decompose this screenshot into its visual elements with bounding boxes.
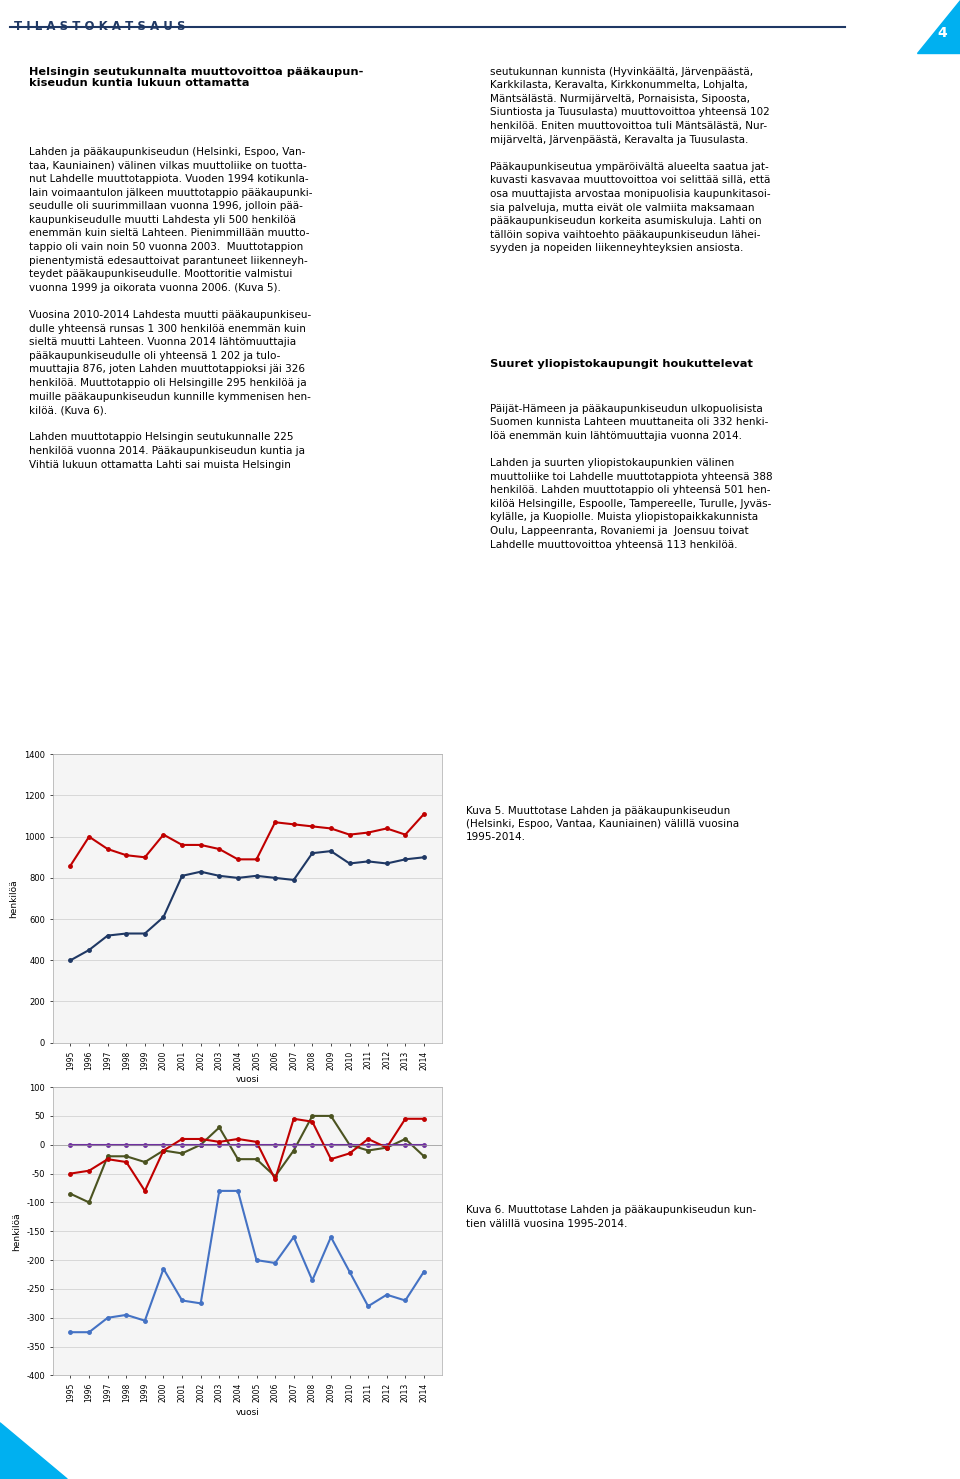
Text: Lahden ja pääkaupunkiseudun (Helsinki, Espoo, Van-
taa, Kauniainen) välinen vilk: Lahden ja pääkaupunkiseudun (Helsinki, E… <box>29 146 312 470</box>
Polygon shape <box>0 1423 67 1479</box>
Text: Helsingin seutukunnalta muuttovoittoa pääkaupun-
kiseudun kuntia lukuun ottamatt: Helsingin seutukunnalta muuttovoittoa pä… <box>29 67 363 89</box>
Text: Suuret yliopistokaupungit houkuttelevat: Suuret yliopistokaupungit houkuttelevat <box>490 359 753 370</box>
Text: Lähde:Tilastokeskus: Lähde:Tilastokeskus <box>365 1222 442 1231</box>
Text: Kuva 6. Muuttotase Lahden ja pääkaupunkiseudun kun-
tien välillä vuosina 1995-20: Kuva 6. Muuttotase Lahden ja pääkaupunki… <box>466 1205 756 1229</box>
Text: T I L A S T O K A T S A U S: T I L A S T O K A T S A U S <box>14 21 186 33</box>
Text: 4: 4 <box>938 27 948 40</box>
X-axis label: vuosi: vuosi <box>235 1408 259 1417</box>
Text: Päijät-Hämeen ja pääkaupunkiseudun ulkopuolisista
Suomen kunnista Lahteen muutta: Päijät-Hämeen ja pääkaupunkiseudun ulkop… <box>490 404 772 550</box>
Y-axis label: henkilöä: henkilöä <box>12 1211 21 1251</box>
X-axis label: vuosi: vuosi <box>235 1075 259 1084</box>
Legend: Pääkaupunkiseudulta Lahteen muuttaneet, Lahdesta pääkaupunkiseudulle muuttaneet: Pääkaupunkiseudulta Lahteen muuttaneet, … <box>57 1189 255 1217</box>
Polygon shape <box>917 0 960 53</box>
Text: Kuva 5. Muuttotase Lahden ja pääkaupunkiseudun
(Helsinki, Espoo, Vantaa, Kauniai: Kuva 5. Muuttotase Lahden ja pääkaupunki… <box>466 806 739 843</box>
Text: seutukunnan kunnista (Hyvinkäältä, Järvenpäästä,
Karkkilasta, Keravalta, Kirkkon: seutukunnan kunnista (Hyvinkäältä, Järve… <box>490 67 770 253</box>
Y-axis label: henkilöä: henkilöä <box>10 879 18 918</box>
